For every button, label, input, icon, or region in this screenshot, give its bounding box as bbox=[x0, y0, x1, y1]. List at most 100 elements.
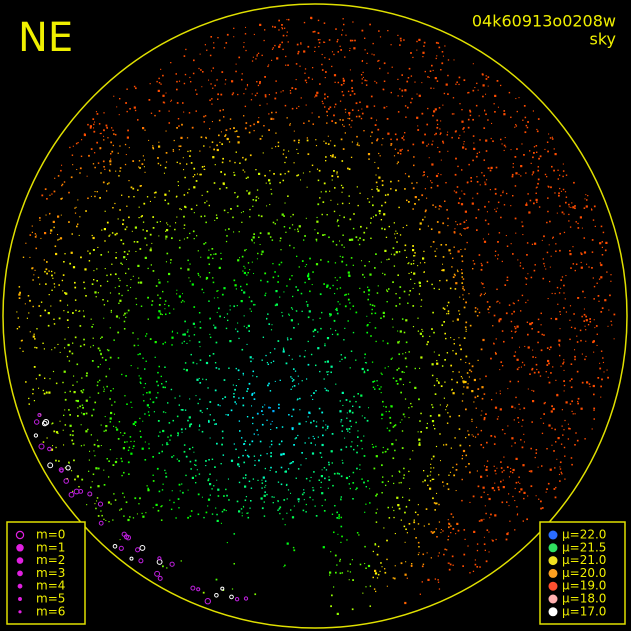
star bbox=[427, 341, 429, 343]
star bbox=[265, 354, 267, 357]
star bbox=[544, 265, 546, 267]
star bbox=[532, 156, 534, 159]
star bbox=[55, 431, 59, 434]
star bbox=[129, 516, 131, 518]
star bbox=[499, 408, 502, 411]
star bbox=[316, 216, 318, 219]
star bbox=[561, 276, 564, 278]
star bbox=[93, 130, 96, 133]
star bbox=[246, 416, 249, 418]
star bbox=[206, 200, 208, 202]
star bbox=[288, 150, 290, 152]
star bbox=[527, 299, 529, 301]
star bbox=[60, 198, 63, 200]
star bbox=[341, 358, 343, 361]
star bbox=[158, 304, 161, 306]
star bbox=[55, 446, 57, 449]
star bbox=[215, 507, 217, 509]
star bbox=[297, 468, 300, 470]
star bbox=[155, 396, 158, 399]
star bbox=[311, 112, 313, 114]
star bbox=[252, 370, 255, 373]
star bbox=[32, 279, 34, 281]
star bbox=[68, 191, 70, 194]
star bbox=[409, 488, 411, 490]
star bbox=[265, 292, 267, 294]
star bbox=[432, 497, 434, 500]
star bbox=[349, 487, 351, 490]
star bbox=[552, 366, 554, 368]
star bbox=[170, 388, 173, 391]
star bbox=[394, 148, 397, 150]
star bbox=[113, 339, 115, 341]
star bbox=[207, 479, 210, 482]
star bbox=[143, 202, 146, 205]
star bbox=[285, 231, 287, 233]
star bbox=[541, 239, 543, 241]
star bbox=[322, 546, 325, 549]
star bbox=[547, 482, 550, 485]
star bbox=[127, 449, 130, 452]
star bbox=[443, 444, 445, 446]
star bbox=[93, 443, 96, 446]
star bbox=[563, 380, 565, 382]
star bbox=[511, 337, 513, 339]
star bbox=[386, 448, 389, 451]
star bbox=[336, 173, 338, 175]
star bbox=[242, 156, 244, 159]
star bbox=[304, 68, 307, 70]
brightness-marker bbox=[548, 530, 558, 540]
star bbox=[271, 59, 273, 61]
star bbox=[67, 343, 70, 347]
star bbox=[531, 322, 534, 324]
star bbox=[198, 274, 200, 276]
star bbox=[103, 135, 105, 137]
star bbox=[199, 321, 201, 323]
star bbox=[417, 330, 419, 332]
star bbox=[416, 182, 418, 184]
star bbox=[152, 507, 154, 509]
star bbox=[513, 419, 515, 421]
star bbox=[167, 443, 169, 445]
star bbox=[144, 459, 147, 461]
star bbox=[221, 294, 224, 296]
star bbox=[81, 478, 84, 481]
star bbox=[294, 88, 297, 90]
star bbox=[282, 48, 284, 51]
star bbox=[272, 221, 275, 224]
star bbox=[106, 280, 109, 283]
star bbox=[428, 76, 430, 78]
star bbox=[34, 346, 36, 349]
star bbox=[399, 471, 401, 473]
star bbox=[343, 125, 345, 128]
star bbox=[125, 375, 127, 377]
star bbox=[417, 129, 420, 131]
star bbox=[549, 346, 552, 349]
star bbox=[124, 143, 127, 146]
star bbox=[440, 532, 442, 534]
brightness-marker bbox=[548, 543, 558, 553]
star bbox=[524, 131, 527, 134]
star bbox=[53, 318, 55, 320]
star bbox=[349, 400, 351, 403]
star bbox=[289, 124, 291, 126]
star bbox=[461, 377, 464, 379]
star bbox=[175, 196, 178, 198]
star bbox=[448, 523, 451, 526]
star bbox=[167, 281, 169, 283]
star bbox=[471, 202, 474, 205]
star bbox=[447, 519, 449, 521]
star bbox=[91, 360, 94, 362]
star bbox=[152, 145, 154, 147]
star bbox=[515, 98, 517, 100]
star bbox=[123, 320, 126, 323]
star bbox=[208, 421, 210, 423]
star bbox=[353, 395, 355, 398]
star bbox=[407, 106, 409, 109]
star bbox=[109, 398, 111, 400]
star bbox=[553, 488, 556, 490]
star bbox=[436, 221, 439, 223]
star bbox=[109, 327, 111, 329]
star bbox=[465, 355, 468, 358]
star bbox=[217, 37, 219, 39]
